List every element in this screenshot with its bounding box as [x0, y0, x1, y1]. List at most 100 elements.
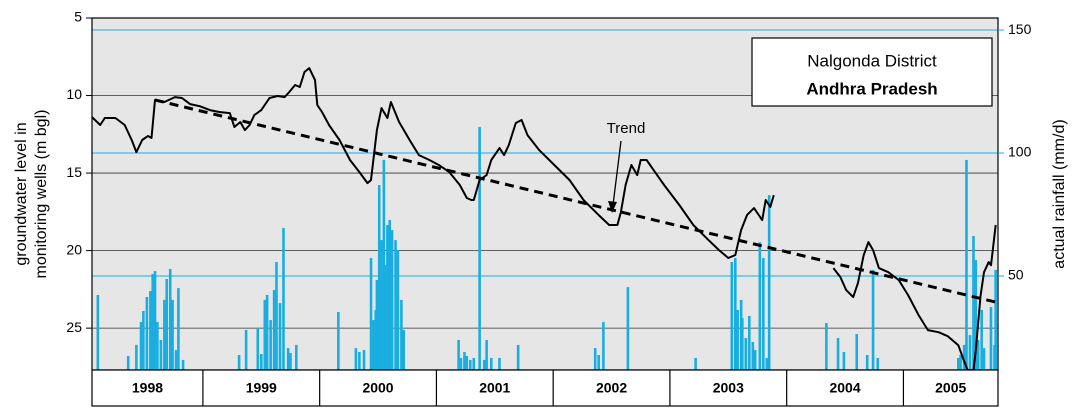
rain-bar — [748, 315, 751, 370]
rain-bar — [457, 339, 460, 370]
box-title: Nalgonda District — [807, 51, 937, 70]
rain-bar — [259, 354, 263, 370]
rain-bar — [272, 290, 276, 370]
rain-bar — [836, 338, 840, 370]
rain-bar — [139, 322, 143, 370]
rain-bar — [265, 294, 269, 370]
rain-bar — [994, 269, 997, 370]
rain-bar — [842, 352, 846, 370]
rain-bar — [472, 357, 476, 370]
rain-bar — [485, 339, 488, 370]
rain-bar — [626, 287, 630, 370]
rain-bar — [286, 348, 290, 370]
y2-tick-label: 100 — [1008, 144, 1032, 160]
rain-bar — [278, 303, 282, 370]
rain-bar — [989, 307, 993, 370]
rain-bar — [489, 357, 493, 370]
rain-bar — [694, 357, 697, 370]
rain-bar — [383, 264, 387, 370]
x-category-label: 2005 — [935, 380, 966, 396]
rain-bar — [96, 294, 100, 370]
rain-bar — [165, 278, 169, 370]
rain-bar — [498, 357, 501, 370]
rain-bar — [282, 228, 285, 370]
groundwater-line — [91, 67, 997, 371]
x-category-label: 1999 — [246, 380, 277, 396]
x-category-label: 1998 — [132, 380, 163, 396]
rain-bar — [142, 310, 145, 370]
rain-bar — [976, 339, 980, 370]
rain-bar — [965, 159, 968, 370]
rain-bar — [968, 335, 972, 370]
rain-bar — [876, 357, 880, 370]
rain-bar — [380, 240, 383, 370]
rain-bar — [394, 240, 397, 370]
x-category-label: 2003 — [713, 380, 744, 396]
y-tick-label: 10 — [66, 86, 82, 102]
rain-bar — [149, 291, 152, 370]
rain-bar — [372, 320, 375, 370]
rain-bar — [765, 357, 769, 370]
rain-bar — [269, 320, 272, 370]
rain-bar — [741, 318, 744, 370]
rain-bar — [865, 354, 869, 370]
rain-bar — [871, 269, 875, 370]
rain-bar — [463, 352, 466, 370]
annotation: Trend — [607, 120, 646, 137]
rain-bar — [177, 288, 180, 370]
title-box — [751, 37, 993, 107]
rain-bar — [734, 258, 737, 370]
rain-bar — [980, 309, 983, 370]
arrow-head — [608, 201, 617, 213]
rain-bar — [593, 348, 597, 370]
rain-bar — [375, 279, 379, 370]
rain-bar — [153, 271, 157, 370]
rain-bar — [982, 348, 986, 370]
rain-bar — [377, 185, 381, 370]
rain-bar — [959, 354, 962, 370]
rain-bar — [602, 322, 605, 370]
rain-bar — [736, 309, 739, 370]
rain-bar — [402, 329, 406, 370]
rain-bar — [730, 262, 734, 370]
rain-bar — [145, 296, 149, 370]
rain-bar — [762, 258, 765, 370]
rain-bar — [135, 344, 138, 370]
rain-bar — [171, 299, 174, 370]
rain-bar — [362, 350, 366, 370]
rain-bar — [482, 359, 486, 370]
rain-bar — [156, 322, 159, 370]
rain-bar — [295, 344, 298, 370]
y-axis-label: groundwater level in — [13, 122, 30, 265]
rain-bar — [358, 352, 361, 370]
x-category-label: 2001 — [479, 380, 510, 396]
rain-bar — [753, 350, 757, 370]
rain-bar — [174, 350, 178, 370]
rain-bar — [855, 334, 859, 370]
rain-bar — [275, 262, 278, 370]
rain-bar — [751, 341, 755, 370]
rain-bar — [516, 344, 520, 370]
rain-bar — [163, 299, 166, 370]
rain-bar — [388, 219, 392, 370]
rain-bar — [126, 355, 130, 370]
x-category-label: 2002 — [596, 380, 627, 396]
rain-bar — [354, 348, 358, 370]
rain-bar — [159, 339, 163, 370]
rain-bar — [263, 299, 267, 370]
year-row — [91, 369, 999, 407]
rain-bar — [369, 258, 373, 370]
rain-bar — [390, 230, 394, 370]
rain-bar — [337, 311, 340, 370]
rain-bar — [237, 354, 241, 370]
rain-bar — [400, 299, 403, 370]
y2-tick-label: 150 — [1008, 21, 1032, 37]
rain-bar — [168, 268, 172, 370]
rain-bar — [758, 242, 762, 370]
rain-bar — [962, 344, 966, 370]
rain-bar — [386, 225, 389, 370]
box-subtitle: Andhra Pradesh — [806, 79, 937, 98]
rain-bar — [151, 274, 155, 370]
rain-bar — [478, 126, 481, 371]
